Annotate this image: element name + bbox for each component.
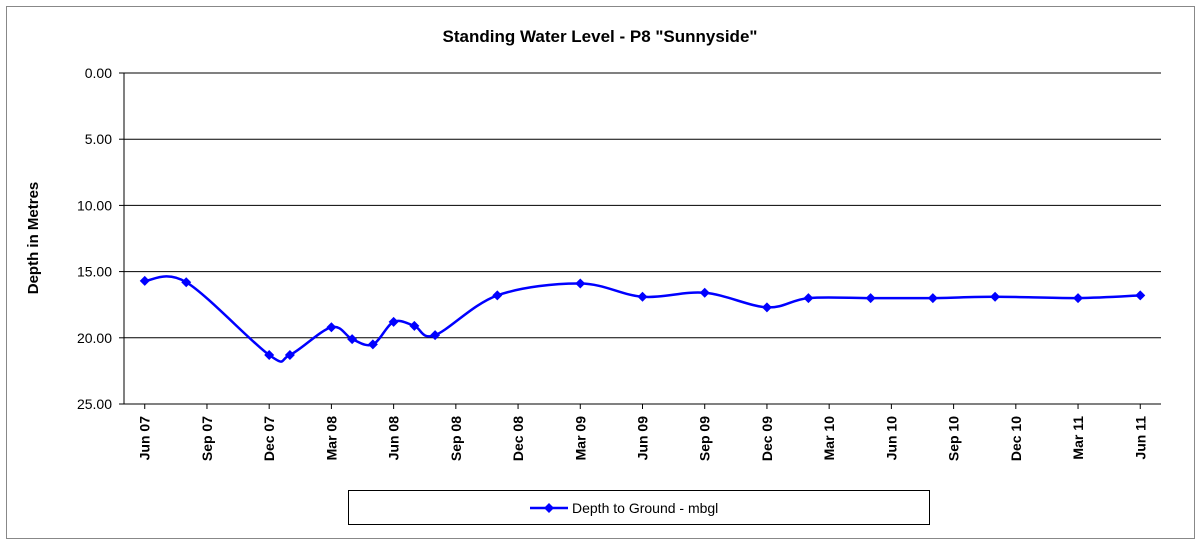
x-tick-label: Mar 09 (572, 416, 588, 461)
x-tick-label: Sep 07 (199, 416, 215, 461)
x-tick-label: Dec 07 (261, 416, 277, 461)
marker (1135, 290, 1146, 301)
marker (181, 277, 192, 288)
marker (803, 293, 814, 304)
y-tick-label: 0.00 (85, 65, 112, 81)
x-tick-label: Dec 10 (1008, 416, 1024, 461)
marker (347, 334, 358, 345)
marker (264, 350, 275, 361)
marker (492, 290, 503, 301)
x-tick-label: Dec 09 (759, 416, 775, 461)
marker (699, 287, 710, 298)
y-axis-label: Depth in Metres (25, 182, 42, 295)
x-tick-label: Dec 08 (510, 416, 526, 461)
legend-box (348, 490, 930, 525)
marker (430, 330, 441, 341)
x-tick-label: Jun 08 (386, 416, 402, 461)
x-tick-label: Jun 11 (1132, 416, 1148, 460)
chart-border (6, 6, 1195, 539)
marker (575, 278, 586, 289)
marker (1073, 293, 1084, 304)
y-tick-label: 15.00 (77, 264, 112, 280)
marker (865, 293, 876, 304)
marker (990, 291, 1001, 302)
chart-title: Standing Water Level - P8 "Sunnyside" (443, 27, 758, 46)
legend-label: Depth to Ground - mbgl (572, 500, 718, 516)
y-tick-label: 25.00 (77, 396, 112, 412)
marker (637, 291, 648, 302)
marker (388, 316, 399, 327)
marker (367, 339, 378, 350)
marker (284, 350, 295, 361)
x-tick-label: Mar 11 (1070, 416, 1086, 460)
y-tick-label: 5.00 (85, 131, 112, 147)
x-tick-label: Jun 09 (635, 416, 651, 461)
x-tick-label: Jun 07 (137, 416, 153, 461)
marker (409, 320, 420, 331)
marker (927, 293, 938, 304)
marker (761, 302, 772, 313)
marker (326, 322, 337, 333)
x-tick-label: Mar 10 (821, 416, 837, 461)
x-tick-label: Sep 09 (697, 416, 713, 461)
x-tick-label: Mar 08 (323, 416, 339, 461)
legend-marker (544, 503, 554, 513)
x-tick-label: Sep 08 (448, 416, 464, 461)
y-tick-label: 20.00 (77, 330, 112, 346)
x-tick-label: Sep 10 (946, 416, 962, 461)
x-tick-label: Jun 10 (883, 416, 899, 461)
marker (139, 275, 150, 286)
y-tick-label: 10.00 (77, 197, 112, 213)
